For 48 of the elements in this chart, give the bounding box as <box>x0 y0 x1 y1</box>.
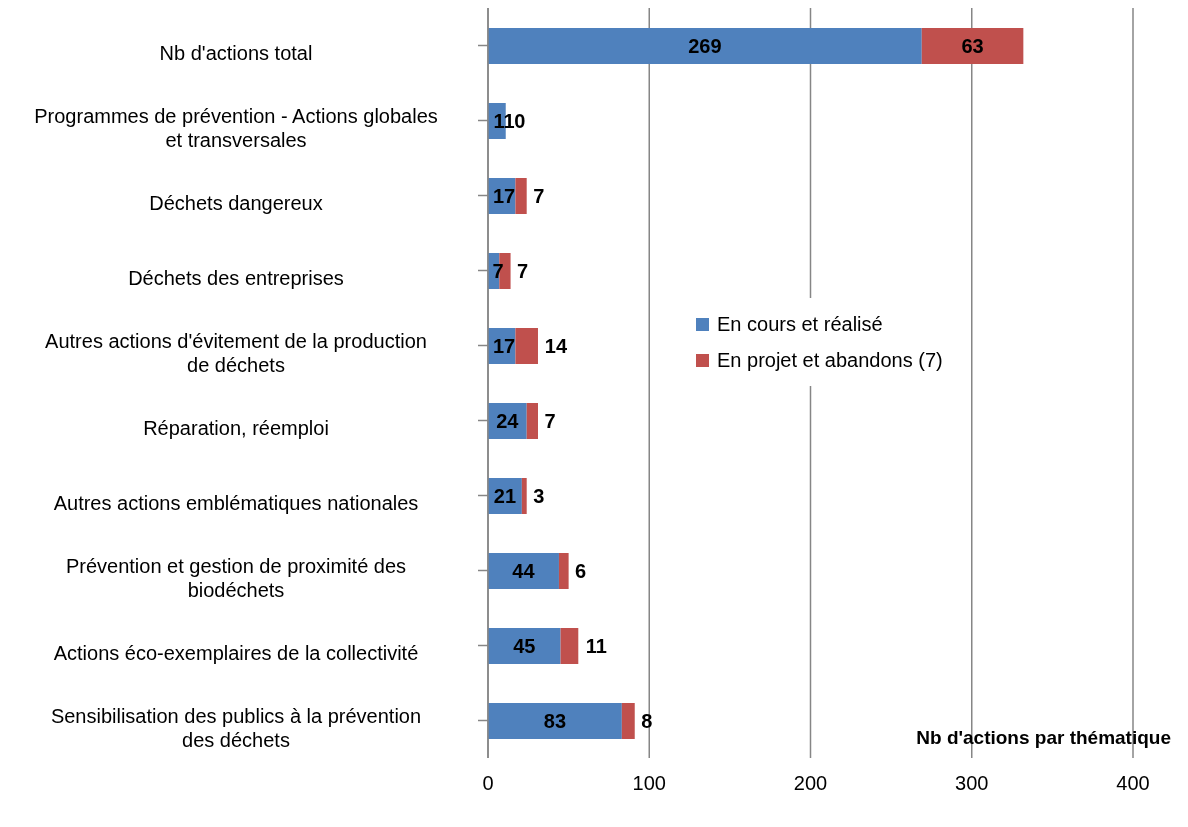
bar <box>488 703 622 739</box>
data-label: 8 <box>641 710 653 732</box>
data-label: 63 <box>961 35 984 57</box>
data-label: 24 <box>496 410 520 432</box>
data-label: 269 <box>688 35 722 57</box>
data-label: 3 <box>533 485 545 507</box>
bar <box>558 553 569 589</box>
data-label: 83 <box>543 710 567 732</box>
bar <box>515 178 527 214</box>
y-tick-label: Réparation, réemploi <box>143 416 329 439</box>
legend-label: En cours et réalisé <box>717 312 883 337</box>
data-label: 7 <box>517 260 529 282</box>
y-tick-label: Nb d'actions total <box>159 41 313 64</box>
x-tick-label: 400 <box>1116 772 1150 795</box>
data-label: 14 <box>544 335 568 357</box>
data-label: 6 <box>575 560 587 582</box>
y-tick-label: Autres actions emblématiques nationales <box>53 491 419 514</box>
x-tick-label: 300 <box>955 772 989 795</box>
data-label: 7 <box>544 410 556 432</box>
y-tick-label: Programmes de prévention - Actions globales et transversales <box>34 104 438 151</box>
bar <box>521 478 527 514</box>
data-label: 45 <box>513 635 536 657</box>
x-tick-label: 100 <box>632 772 666 795</box>
bar <box>488 28 922 64</box>
y-tick-label: Prévention et gestion de proximité des biodéchets <box>65 554 407 601</box>
x-tick-label: 0 <box>482 772 494 795</box>
data-label: 21 <box>493 485 517 507</box>
y-tick-label: Autres actions d'évitement de la production de déchets <box>45 329 427 376</box>
data-label: 17 <box>492 185 516 207</box>
legend-label: En projet et abandons (7) <box>717 348 943 373</box>
data-label: 7 <box>533 185 545 207</box>
bar <box>921 28 1024 64</box>
x-axis-title: Nb d'actions par thématique <box>916 727 1171 748</box>
data-label: 0 <box>514 110 526 132</box>
y-tick-label: Déchets dangereux <box>149 191 323 214</box>
bar <box>488 553 559 589</box>
x-tick-label: 200 <box>793 772 828 795</box>
bar <box>488 628 561 664</box>
y-tick-label: Déchets des entreprises <box>128 266 344 289</box>
bar <box>621 703 635 739</box>
data-label: 11 <box>585 635 607 657</box>
data-label: 17 <box>492 335 516 357</box>
y-tick-label: Actions éco-exemplaires de la collectivité <box>53 641 419 664</box>
bar <box>560 628 579 664</box>
y-tick-label: Sensibilisation des publics à la prévention des déchets <box>50 704 422 751</box>
bar <box>526 403 538 439</box>
data-label: 44 <box>512 560 536 582</box>
bar <box>515 328 538 364</box>
